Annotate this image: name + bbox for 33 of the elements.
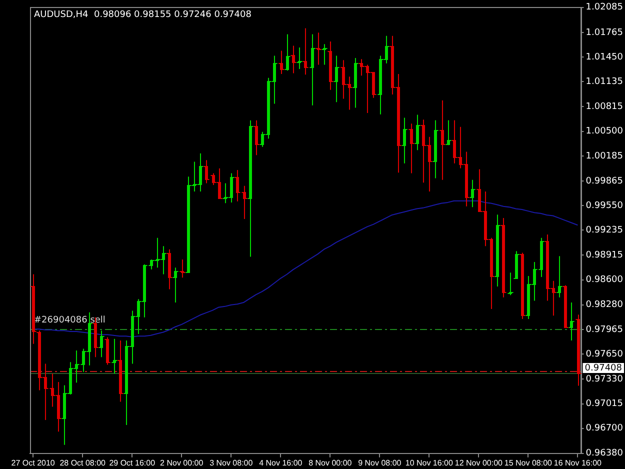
y-tick-label: 0.97650: [586, 349, 624, 360]
ref-line-label: 0.97408: [584, 363, 622, 374]
y-tick-label: 0.99235: [586, 226, 623, 236]
y-tick-label: 0.99865: [586, 176, 623, 186]
y-tick-label: 0.97015: [586, 399, 623, 410]
x-tick-label: 16 Nov 16:00: [554, 458, 602, 468]
y-tick-label: 0.96380: [586, 448, 624, 459]
y-tick-label: 0.98600: [586, 275, 624, 286]
y-tick-label: 0.97330: [586, 374, 624, 384]
x-tick-label: 2 Nov 00:00: [160, 458, 204, 468]
x-tick-label: 10 Nov 16:00: [405, 458, 454, 468]
y-tick-label: 0.96700: [586, 424, 624, 434]
x-tick-label: 9 Nov 08:00: [358, 458, 402, 468]
x-tick-label: 12 Nov 00:00: [454, 458, 504, 468]
chart-title: AUDUSD,H4 0.98096 0.98155 0.97246 0.97408: [34, 10, 252, 20]
x-tick-label: 8 Nov 00:00: [308, 458, 352, 468]
x-tick-label: 15 Nov 08:00: [504, 458, 553, 468]
x-tick-label: 28 Oct 08:00: [60, 458, 106, 468]
y-tick-label: 1.00500: [586, 126, 624, 137]
y-tick-label: 0.99550: [586, 200, 624, 211]
y-tick-label: 0.97965: [586, 324, 623, 335]
y-tick-label: 1.02085: [586, 2, 623, 13]
y-tick-label: 1.00185: [586, 151, 623, 162]
x-tick-label: 27 Oct 2010: [11, 458, 56, 468]
y-tick-label: 1.01765: [586, 28, 623, 38]
y-tick-label: 0.98280: [586, 300, 624, 310]
y-tick-label: 0.98915: [586, 250, 623, 261]
y-tick-label: 1.00815: [586, 102, 623, 112]
y-tick-label: 1.01450: [586, 52, 624, 62]
y-tick-label: 1.01135: [586, 77, 623, 88]
x-tick-label: 4 Nov 16:00: [259, 458, 303, 468]
x-tick-label: 3 Nov 08:00: [210, 458, 254, 468]
x-tick-label: 29 Oct 16:00: [109, 458, 156, 468]
